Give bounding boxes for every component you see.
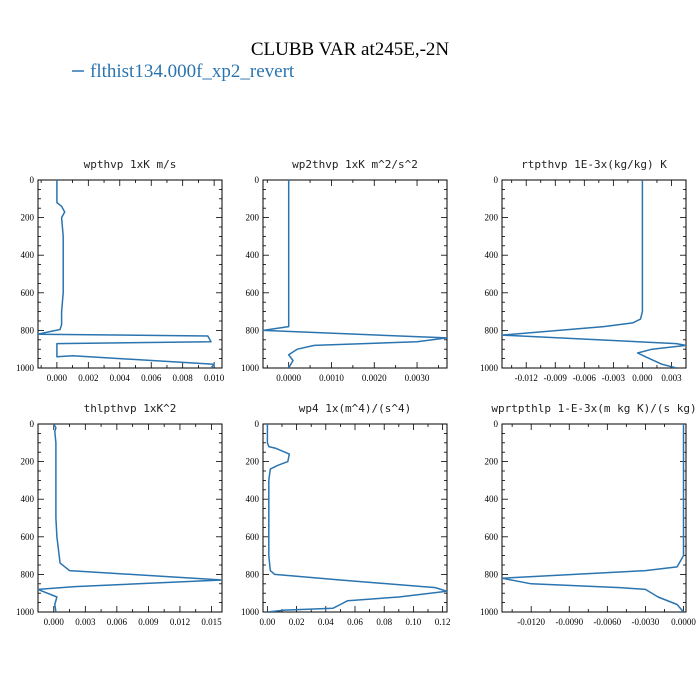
- panel-title: rtpthvp 1E-3x(kg/kg) K: [521, 158, 667, 171]
- x-tick-label: 0.0010: [319, 373, 344, 383]
- series-line: [38, 180, 215, 368]
- y-tick-label: 800: [485, 325, 499, 335]
- x-tick-label: 0.008: [173, 373, 194, 383]
- x-tick-label: 0.015: [201, 617, 222, 627]
- y-tick-label: 200: [485, 213, 499, 223]
- series-line: [38, 424, 222, 612]
- x-tick-label: 0.02: [289, 617, 305, 627]
- y-tick-label: 200: [246, 457, 260, 467]
- x-tick-label: 0.003: [75, 617, 96, 627]
- y-tick-label: 200: [21, 457, 35, 467]
- series-line: [502, 180, 686, 368]
- y-tick-label: 0: [494, 419, 499, 429]
- x-tick-label: 0.003: [661, 373, 682, 383]
- x-tick-label: 0.06: [347, 617, 363, 627]
- x-tick-label: -0.0030: [632, 617, 660, 627]
- x-tick-label: -0.006: [573, 373, 597, 383]
- x-tick-label: 0.012: [170, 617, 190, 627]
- x-tick-label: 0.004: [110, 373, 131, 383]
- y-tick-label: 400: [246, 250, 260, 260]
- x-tick-label: -0.0120: [517, 617, 545, 627]
- series-line: [266, 424, 447, 612]
- y-tick-label: 400: [246, 494, 260, 504]
- x-tick-label: 0.12: [435, 617, 451, 627]
- y-tick-label: 600: [21, 288, 35, 298]
- y-tick-label: 0: [30, 175, 35, 185]
- panel-1: wp2thvp 1xK m^2/s^2 0 200 400 600 800 1000 0.00…: [241, 158, 448, 383]
- y-tick-label: 800: [246, 569, 260, 579]
- y-tick-label: 800: [21, 325, 35, 335]
- y-tick-label: 0: [255, 419, 260, 429]
- x-tick-label: -0.009: [544, 373, 568, 383]
- panel-title: thlpthvp 1xK^2: [84, 402, 177, 415]
- panel-0: wpthvp 1xK m/s 0 200 400 600 800 1000 0.000 0.00…: [16, 158, 225, 383]
- y-tick-label: 600: [246, 532, 260, 542]
- plot-frame: [262, 423, 448, 613]
- y-tick-label: 0: [494, 175, 499, 185]
- x-tick-label: 0.0030: [405, 373, 430, 383]
- figure-title: CLUBB VAR at245E,-2N: [251, 39, 450, 60]
- series-line: [502, 424, 685, 612]
- x-tick-label: 0.010: [204, 373, 225, 383]
- x-tick-label: 0.00: [260, 617, 276, 627]
- x-tick-label: 0.006: [141, 373, 162, 383]
- x-tick-label: 0.10: [406, 617, 422, 627]
- x-tick-label: 0.009: [138, 617, 159, 627]
- x-tick-label: 0.006: [107, 617, 128, 627]
- y-tick-label: 800: [246, 325, 260, 335]
- panel-2: rtpthvp 1E-3x(kg/kg) K 0 200 400 600 800 1000 -…: [480, 158, 687, 383]
- x-tick-label: -0.003: [602, 373, 626, 383]
- y-tick-label: 1000: [480, 363, 499, 373]
- y-tick-label: 400: [21, 494, 35, 504]
- legend-label: flthist134.000f_xp2_revert: [90, 61, 295, 82]
- x-tick-label: 0.000: [44, 617, 65, 627]
- x-tick-label: 0.000: [632, 373, 653, 383]
- y-tick-label: 0: [255, 175, 260, 185]
- x-tick-label: 0.0000: [671, 617, 696, 627]
- y-tick-label: 200: [21, 213, 35, 223]
- x-tick-label: 0.0020: [362, 373, 387, 383]
- y-tick-label: 1000: [16, 607, 35, 617]
- x-tick-label: -0.012: [515, 373, 538, 383]
- x-tick-label: -0.0060: [593, 617, 621, 627]
- x-tick-label: 0.002: [78, 373, 98, 383]
- y-tick-label: 600: [21, 532, 35, 542]
- y-tick-label: 0: [30, 419, 35, 429]
- y-tick-label: 600: [485, 532, 499, 542]
- y-tick-label: 800: [485, 569, 499, 579]
- panel-title: wpthvp 1xK m/s: [84, 158, 177, 171]
- y-tick-label: 200: [246, 213, 260, 223]
- y-tick-label: 600: [246, 288, 260, 298]
- x-tick-label: -0.0090: [555, 617, 583, 627]
- panel-3: thlpthvp 1xK^2 0 200 400 600 800 1000 0.000 0.00…: [16, 402, 223, 627]
- x-tick-label: 0.04: [318, 617, 334, 627]
- y-tick-label: 400: [485, 250, 499, 260]
- y-tick-label: 400: [21, 250, 35, 260]
- y-tick-label: 1000: [241, 363, 260, 373]
- panel-title: wprtpthlp 1-E-3x(m kg K)/(s kg): [491, 402, 696, 415]
- y-tick-label: 1000: [16, 363, 35, 373]
- panel-title: wp2thvp 1xK m^2/s^2: [292, 158, 418, 171]
- x-tick-label: 0.000: [47, 373, 68, 383]
- y-tick-label: 400: [485, 494, 499, 504]
- x-tick-label: 0.0000: [276, 373, 301, 383]
- series-line: [263, 180, 447, 368]
- panel-5: wprtpthlp 1-E-3x(m kg K)/(s kg) 0 200 400 60…: [480, 402, 697, 627]
- y-tick-label: 1000: [241, 607, 260, 617]
- plot-frame: [262, 179, 448, 369]
- y-tick-label: 1000: [480, 607, 499, 617]
- plot-frame: [37, 179, 223, 369]
- y-tick-label: 200: [485, 457, 499, 467]
- y-tick-label: 800: [21, 569, 35, 579]
- panel-title: wp4 1x(m^4)/(s^4): [299, 402, 412, 415]
- y-tick-label: 600: [485, 288, 499, 298]
- x-tick-label: 0.08: [376, 617, 392, 627]
